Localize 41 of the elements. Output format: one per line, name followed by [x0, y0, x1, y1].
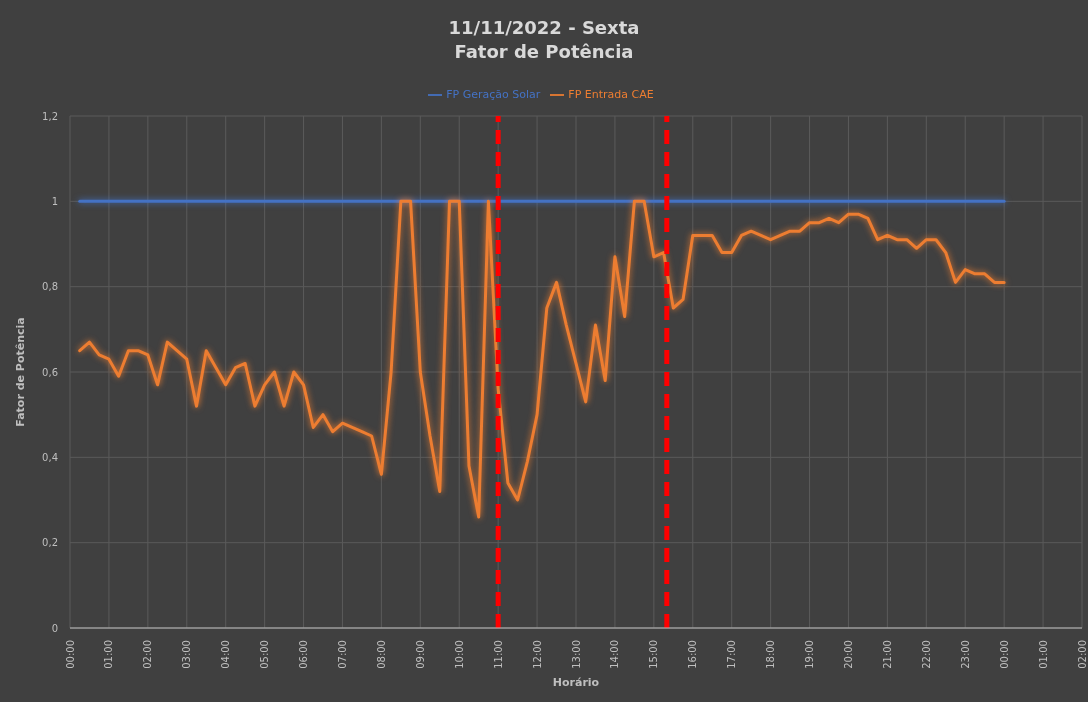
x-tick-label: 06:00: [298, 640, 310, 669]
x-tick-label: 11:00: [492, 640, 504, 669]
x-tick-label: 12:00: [531, 640, 543, 669]
x-tick-label: 16:00: [687, 640, 699, 669]
y-tick-label: 1: [51, 195, 58, 207]
x-tick-label: 09:00: [414, 640, 426, 669]
x-tick-label: 18:00: [765, 640, 777, 669]
x-tick-label: 00:00: [64, 640, 76, 669]
x-tick-label: 01:00: [103, 640, 115, 669]
x-axis-title: Horário: [552, 676, 600, 689]
x-tick-label: 23:00: [959, 640, 971, 669]
x-tick-label: 03:00: [181, 640, 193, 669]
y-tick-label: 0: [51, 622, 58, 634]
chart-subtitle: Fator de Potência: [453, 40, 635, 64]
x-tick-label: 05:00: [259, 640, 271, 669]
line-series: [78, 199, 1006, 519]
y-tick-label: 0,4: [42, 451, 58, 463]
x-tick-label: 17:00: [726, 640, 738, 669]
x-tick-label: 19:00: [804, 640, 816, 669]
x-tick-label: 20:00: [842, 640, 854, 669]
x-tick-label: 01:00: [1037, 640, 1049, 669]
x-tick-label: 02:00: [142, 640, 154, 669]
chart-title: 11/11/2022 - Sexta: [447, 16, 641, 40]
x-tick-label: 21:00: [881, 640, 893, 669]
x-tick-label: 08:00: [375, 640, 387, 669]
y-tick-label: 1,2: [42, 110, 58, 122]
legend-label: FP Entrada CAE: [568, 88, 654, 101]
x-tick-label: 14:00: [609, 640, 621, 669]
y-tick-label: 0,8: [42, 281, 58, 293]
legend-label: FP Geração Solar: [446, 88, 541, 101]
x-tick-label: 15:00: [648, 640, 660, 669]
x-tick-label: 00:00: [998, 640, 1010, 669]
x-tick-label: 22:00: [920, 640, 932, 669]
y-axis-title: Fator de Potência: [13, 317, 27, 427]
x-tick-label: 02:00: [1076, 640, 1088, 669]
y-tick-label: 0,6: [42, 366, 58, 378]
x-tick-label: 07:00: [336, 640, 348, 669]
y-tick-label: 0,2: [42, 537, 58, 549]
x-tick-label: 13:00: [570, 640, 582, 669]
x-tick-label: 04:00: [220, 640, 232, 669]
x-tick-label: 10:00: [453, 640, 465, 669]
